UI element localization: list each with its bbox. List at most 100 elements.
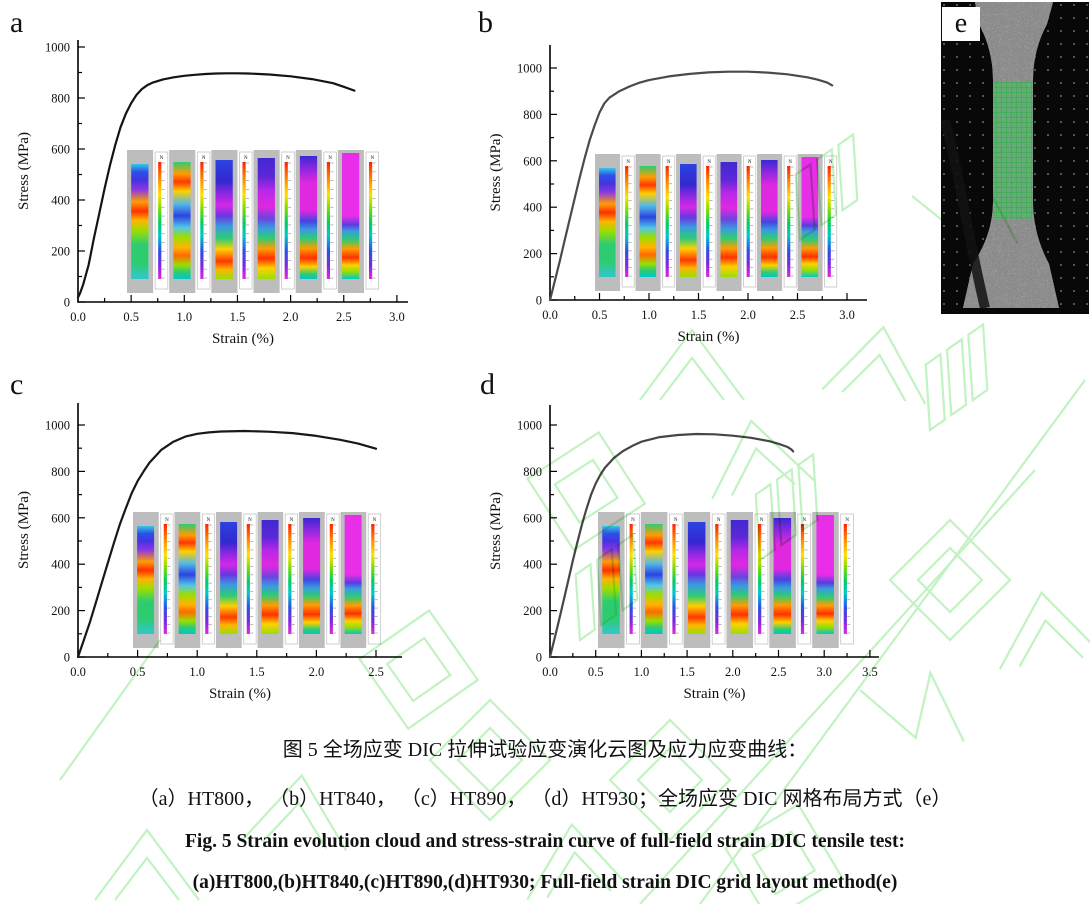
svg-text:600: 600 <box>51 511 70 525</box>
specimen-photo-svg <box>940 2 1089 314</box>
inset-colorbar <box>284 162 288 279</box>
tick-marks <box>549 67 848 301</box>
y-axis-label: Stress (MPa) <box>16 132 32 210</box>
svg-text:1.0: 1.0 <box>634 665 650 679</box>
inset-colorbar <box>368 162 373 279</box>
inset-colorbar <box>706 166 710 277</box>
y-tick-labels: 0 200 400 600 800 1000 <box>517 62 542 308</box>
svg-text:1.5: 1.5 <box>249 665 265 679</box>
svg-text:1.0: 1.0 <box>641 308 657 322</box>
inset-colorbar <box>242 162 246 279</box>
strain-cloud-strip <box>342 153 360 279</box>
inset-colorbar-label: N <box>286 156 290 161</box>
strain-cloud-strip <box>178 524 196 634</box>
inset-colorbar-panel <box>201 513 216 645</box>
x-axis-label: Strain (%) <box>683 686 745 702</box>
x-axis-label: Strain (%) <box>677 329 739 345</box>
svg-text:1000: 1000 <box>45 41 70 55</box>
y-axis-label: Stress (MPa) <box>488 492 504 570</box>
svg-text:400: 400 <box>523 201 542 215</box>
stress-strain-chart-b: N N N N N N 0.0 0.5 1.0 1.5 2.0 2.5 3.0 0 200 400 600 800… <box>488 45 867 345</box>
svg-text:2.5: 2.5 <box>790 308 806 322</box>
figure-caption: 图 5 全场应变 DIC 拉伸试验应变演化云图及应力应变曲线： （a）HT800… <box>0 733 1090 904</box>
svg-text:1.0: 1.0 <box>176 310 192 324</box>
inset-colorbar-panel <box>243 513 257 645</box>
strain-cloud-strip <box>687 522 706 634</box>
panel-label-b: b <box>478 6 493 39</box>
svg-text:3.0: 3.0 <box>816 665 832 679</box>
x-tick-labels: 0.0 0.5 1.0 1.5 2.0 2.5 <box>70 665 384 679</box>
inset-colorbar <box>371 524 375 634</box>
x-tick-labels: 0.0 0.5 1.0 1.5 2.0 2.5 3.0 <box>542 308 855 322</box>
strain-cloud-strip <box>257 158 275 279</box>
inset-colorbar <box>326 162 331 279</box>
stress-strain-curve <box>76 429 378 659</box>
inset-colorbar <box>625 166 629 277</box>
x-tick-labels: 0.0 0.5 1.0 1.5 2.0 2.5 3.0 <box>70 310 405 324</box>
strain-cloud-strip <box>299 156 318 279</box>
svg-text:1000: 1000 <box>517 62 542 76</box>
dic-grid-lines <box>993 82 1033 220</box>
svg-text:0.0: 0.0 <box>542 665 558 679</box>
svg-text:800: 800 <box>51 92 70 106</box>
strain-cloud-strip <box>173 162 191 279</box>
stress-strain-chart-d: N N N N N N 0.0 0.5 1.0 1.5 2.0 2.5 3.0 3.5 0 200 400 600… <box>488 405 879 702</box>
svg-text:0.0: 0.0 <box>542 308 558 322</box>
inset-colorbar-label: N <box>626 160 630 165</box>
svg-text:800: 800 <box>51 465 70 479</box>
inset-colorbar <box>672 524 676 634</box>
svg-text:2.5: 2.5 <box>336 310 352 324</box>
caption-zh-line2: （a）HT800， （b）HT840， （c）HT890， （d）HT930；全… <box>138 788 952 810</box>
svg-text:0: 0 <box>64 296 70 310</box>
tick-marks <box>77 46 398 303</box>
svg-text:200: 200 <box>523 247 542 261</box>
inset-colorbar-panel <box>323 151 337 290</box>
inset-colorbar-panel <box>160 513 174 645</box>
svg-text:2.0: 2.0 <box>740 308 756 322</box>
svg-text:2.0: 2.0 <box>725 665 741 679</box>
svg-text:2.5: 2.5 <box>368 665 384 679</box>
inset-colorbar-label: N <box>331 518 335 523</box>
svg-text:1.5: 1.5 <box>230 310 246 324</box>
svg-text:2.5: 2.5 <box>771 665 787 679</box>
y-axis-label: Stress (MPa) <box>488 134 504 212</box>
inset-colorbar-label: N <box>248 518 252 523</box>
svg-text:2.0: 2.0 <box>283 310 299 324</box>
inset-colorbar-label: N <box>160 156 164 161</box>
inset-colorbar-panel <box>797 513 812 645</box>
y-tick-labels: 0 200 400 600 800 1000 <box>45 419 70 665</box>
x-axis-label: Strain (%) <box>212 331 274 347</box>
inset-colorbar-label: N <box>788 160 792 165</box>
svg-text:600: 600 <box>523 511 542 525</box>
inset-colorbar-label: N <box>202 156 206 161</box>
strain-cloud-strip <box>801 157 819 277</box>
inset-colorbar-label: N <box>631 518 635 523</box>
inset-colorbar-panel <box>154 151 169 290</box>
inset-colorbar-label: N <box>290 518 294 523</box>
strain-cloud-strip <box>639 166 657 277</box>
inset-colorbar-panel <box>365 151 380 290</box>
svg-text:600: 600 <box>523 154 542 168</box>
svg-text:800: 800 <box>523 465 542 479</box>
panel-label-c: c <box>10 368 24 401</box>
svg-text:0: 0 <box>536 294 542 308</box>
inset-colorbar <box>629 524 633 634</box>
svg-text:0.5: 0.5 <box>123 310 139 324</box>
inset-colorbar-label: N <box>667 160 671 165</box>
inset-colorbar <box>746 166 750 277</box>
svg-text:3.0: 3.0 <box>389 310 405 324</box>
svg-text:1000: 1000 <box>45 419 70 433</box>
svg-text:0: 0 <box>64 651 70 665</box>
x-axis-label: Strain (%) <box>209 686 271 702</box>
panel-label-e: e <box>942 7 980 41</box>
y-tick-labels: 0 200 400 600 800 1000 <box>517 419 542 665</box>
inset-colorbar-panel <box>754 513 769 645</box>
svg-text:400: 400 <box>51 194 70 208</box>
svg-text:400: 400 <box>51 558 70 572</box>
plot-d-ht930: N N N N N N 0.0 0.5 1.0 1.5 2.0 2.5 3.0 3.5 0 200 400 600… <box>465 358 923 704</box>
strain-cloud-strip <box>680 164 697 277</box>
inset-colorbar-label: N <box>244 156 248 161</box>
inset-colorbar-label: N <box>165 518 169 523</box>
